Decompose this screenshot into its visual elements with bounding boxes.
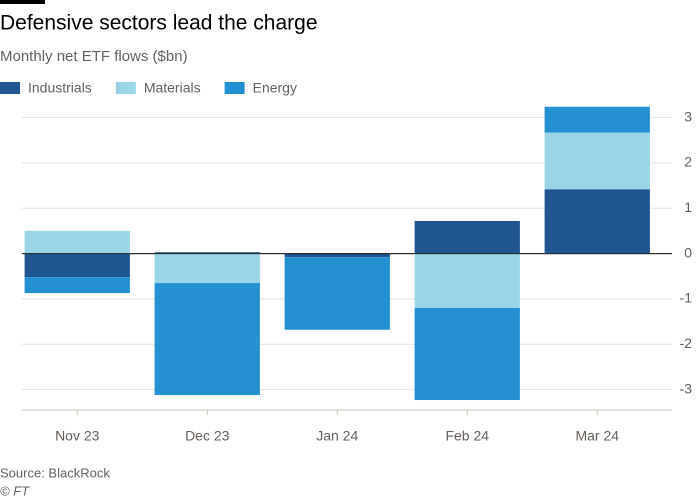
- bar-segment: [284, 253, 390, 258]
- bar-segment: [24, 253, 130, 278]
- legend-swatch: [115, 82, 136, 94]
- bar-segment: [284, 257, 390, 330]
- bar-segment: [544, 106, 650, 133]
- source: Source: BlackRock: [0, 465, 110, 480]
- legend-label: Materials: [144, 80, 201, 96]
- legend-label: Industrials: [28, 80, 92, 96]
- bar-segment: [414, 253, 520, 308]
- y-tick-label: 0: [684, 244, 692, 260]
- bar-segment: [24, 230, 130, 254]
- bar-segment: [24, 277, 130, 294]
- y-tick-label: 1: [684, 199, 692, 215]
- bar-segment: [154, 283, 260, 396]
- x-tick-label: Mar 24: [575, 428, 619, 444]
- bar-segment: [544, 189, 650, 254]
- legend-swatch: [224, 82, 245, 94]
- bar-segment: [414, 220, 520, 254]
- y-tick-label: -2: [680, 335, 693, 351]
- y-tick-label: -3: [680, 380, 693, 396]
- y-tick-label: 3: [684, 108, 692, 124]
- bar-segment: [154, 253, 260, 284]
- legend-label: Energy: [253, 80, 297, 96]
- x-tick-label: Feb 24: [445, 428, 489, 444]
- bar-segment: [544, 132, 650, 190]
- bar-segment: [154, 252, 260, 254]
- x-tick-label: Dec 23: [185, 428, 230, 444]
- copyright: © FT: [0, 483, 30, 498]
- x-tick-label: Nov 23: [55, 428, 100, 444]
- y-tick-label: -1: [680, 290, 693, 306]
- x-tick-label: Jan 24: [316, 428, 358, 444]
- y-tick-label: 2: [684, 154, 692, 170]
- brand-bar: [0, 0, 45, 4]
- chart-subtitle: Monthly net ETF flows ($bn): [0, 48, 188, 65]
- legend-swatch: [0, 82, 20, 94]
- chart-title: Defensive sectors lead the charge: [0, 12, 318, 35]
- bar-segment: [414, 308, 520, 401]
